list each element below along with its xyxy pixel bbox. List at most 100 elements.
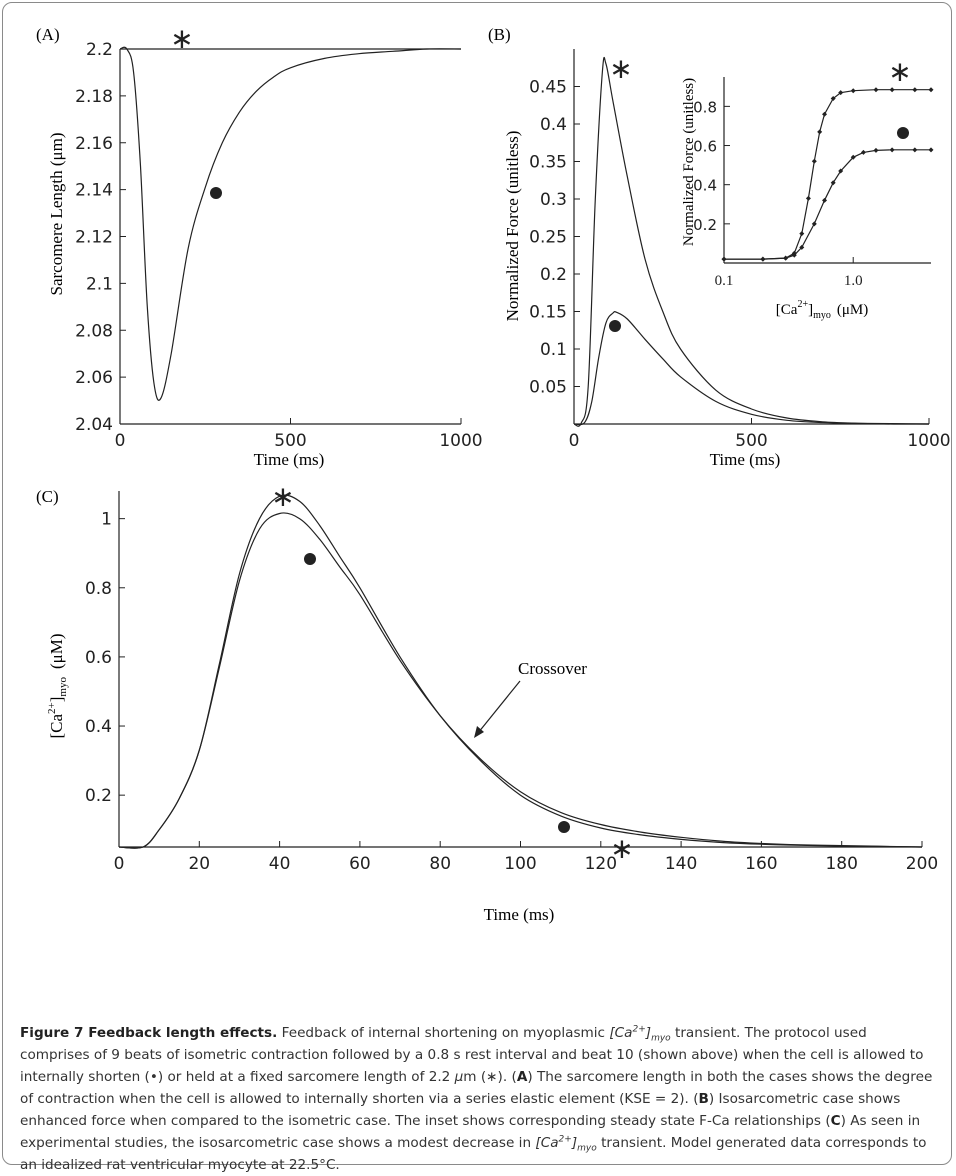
panel-b-label: (B) [488, 25, 511, 44]
panel-c-xlabel: Time (ms) [484, 905, 555, 924]
panel-b-inset-series-0-point-12 [873, 87, 879, 93]
panel-b-ytick-label-5: 0.3 [540, 190, 567, 210]
panel-c-xtick-label-2: 40 [269, 854, 291, 874]
panel-b-inset-xtick-label-1: 1.0 [844, 273, 863, 289]
panel-b-inset-series-1-point-5 [811, 221, 817, 227]
panel-a-xlabel: Time (ms) [254, 450, 325, 469]
panel-b-inset-series-1-line [724, 149, 931, 260]
panel-b-inset-series-1-point-9 [850, 154, 856, 160]
panel-b-xtick-label-1: 500 [735, 431, 767, 451]
panel-c-ylabel: [Ca2+]myo(μM) [46, 633, 69, 738]
panel-c-xtick-label-5: 100 [504, 854, 536, 874]
panel-b-inset-series-0-point-5 [805, 195, 811, 201]
panel-c-ytick-label-2: 0.6 [85, 648, 112, 668]
panel-b-ytick-label-6: 0.35 [529, 153, 567, 173]
panel-c-xtick-label-4: 80 [429, 854, 451, 874]
panel-a-ylabel: Sarcomere Length (μm) [47, 133, 66, 296]
figure-plots: (A) (B) (C) Sarcomere Length (μm) Time (… [36, 22, 951, 924]
panel-b-ytick-label-1: 0.1 [540, 340, 567, 360]
panel-c-xtick-label-7: 140 [665, 854, 697, 874]
panel-b-inset-series-1-point-13 [912, 147, 918, 153]
panel-b-asterisk-marker: ∗ [609, 52, 632, 85]
panel-b-inset-series-1-point-4 [799, 244, 805, 250]
panel-a-ytick-label-5: 2.14 [75, 181, 113, 201]
panel-b-inset-series-1-point-12 [889, 147, 895, 153]
panel-b-inset-xtick-label-0: 0.1 [715, 273, 734, 289]
figure-caption: Figure 7 Feedback length effects. Feedba… [20, 1024, 933, 1173]
crossover-arrow-head [474, 726, 484, 738]
panel-a-xtick-label-2: 1000 [439, 431, 482, 451]
inset-xlabel: [Ca2+]myo (μM) [776, 299, 868, 321]
panel-b-inset-series-1-point-11 [873, 147, 879, 153]
panel-b-inset-series-0-point-6 [811, 158, 817, 164]
panel-c-series-1-line [118, 512, 923, 849]
panel-b-inset-series-1-point-6 [822, 197, 828, 203]
panel-b-ytick-label-3: 0.2 [540, 265, 567, 285]
panel-b-ylabel: Normalized Force (unitless) [503, 131, 522, 322]
panel-b-inset-series-0-point-14 [912, 87, 918, 93]
panel-b-inset-series-0-point-11 [850, 88, 856, 94]
panel-c-xtick-label-0: 0 [114, 854, 125, 874]
panel-b-xtick-label-2: 1000 [907, 431, 950, 451]
panel-b-inset-ytick-label-3: 0.8 [693, 98, 717, 116]
panel-a-ytick-label-7: 2.18 [75, 87, 113, 107]
panel-b-inset-series-0-point-15 [928, 87, 934, 93]
panel-c-ytick-label-0: 0.2 [85, 786, 112, 806]
panel-a-ytick-label-2: 2.08 [75, 321, 113, 341]
panel-b-series-1-line [573, 311, 930, 426]
panel-b-inset-series-1-point-10 [860, 149, 866, 155]
panel-b-inset-series-1-point-14 [928, 147, 934, 153]
panel-b-series-0-line [573, 56, 930, 427]
panel-b-inset-series-0-point-9 [830, 96, 836, 102]
panel-b-inset-series-1-point-3 [791, 252, 797, 258]
panel-b-inset-ytick-label-1: 0.4 [693, 177, 717, 195]
panel-c-xtick-label-3: 60 [349, 854, 371, 874]
panel-a-ytick-label-3: 2.1 [86, 274, 113, 294]
panel-b-xlabel: Time (ms) [710, 450, 781, 469]
caption-title: Figure 7 Feedback length effects. [20, 1025, 278, 1041]
ca-myo-symbol-1: [Ca2+]myo [609, 1024, 671, 1044]
panel-a-series-1-line [119, 46, 462, 401]
panel-a-dot-marker [210, 187, 222, 199]
panel-b-inset-series-0-point-13 [889, 87, 895, 93]
crossover-label: Crossover [518, 659, 587, 678]
inset-ylabel: Normalized Force (unitless) [681, 78, 697, 246]
panel-a-label: (A) [36, 25, 60, 44]
panel-b-inset-asterisk-marker: ∗ [888, 55, 911, 88]
panel-b-inset-series-1-point-2 [783, 255, 789, 261]
panel-b-inset-dot-marker [897, 127, 909, 139]
panel-b-ytick-label-8: 0.45 [529, 78, 567, 98]
panel-b-inset-series-0-point-7 [817, 129, 823, 135]
panel-b-inset-ytick-label-0: 0.2 [693, 216, 717, 234]
panel-c-ytick-label-3: 0.8 [85, 579, 112, 599]
panel-b-inset-series-0-line [724, 89, 931, 260]
panel-a-xtick-label-1: 500 [274, 431, 306, 451]
panel-a-xtick-label-0: 0 [115, 431, 126, 451]
panel-c-ytick-label-4: 1 [101, 510, 112, 530]
panel-a-ytick-label-0: 2.04 [75, 415, 113, 435]
panel-c-xtick-label-1: 20 [188, 854, 210, 874]
panel-c-dot-marker-tail [558, 821, 570, 833]
panel-b-ytick-label-2: 0.15 [529, 303, 567, 323]
panel-a-ytick-label-8: 2.2 [86, 40, 113, 60]
panel-b-inset-series-1-point-0 [721, 256, 727, 262]
panel-c-xtick-label-8: 160 [745, 854, 777, 874]
panel-a-ytick-label-6: 2.16 [75, 134, 113, 154]
panel-b-xtick-label-0: 0 [569, 431, 580, 451]
panel-b-inset-series-1-point-7 [830, 180, 836, 186]
panel-c-ytick-label-1: 0.4 [85, 717, 112, 737]
panel-b-ytick-label-0: 0.05 [529, 378, 567, 398]
panel-b-inset-series-0-point-4 [799, 231, 805, 237]
panel-b-dot-marker [609, 320, 621, 332]
panel-b-ytick-label-7: 0.4 [540, 115, 567, 135]
panel-a-asterisk-marker: ∗ [170, 22, 193, 55]
panel-c-xtick-label-10: 200 [906, 854, 938, 874]
panel-c-label: (C) [36, 487, 59, 506]
panel-a-ytick-label-4: 2.12 [75, 228, 113, 248]
panel-b-inset-series-1-point-8 [838, 168, 844, 174]
panel-c-xtick-label-6: 120 [585, 854, 617, 874]
panel-b-inset-series-1-point-1 [760, 256, 766, 262]
panel-b-inset-series-0-point-10 [838, 90, 844, 96]
crossover-arrow-line [477, 680, 521, 734]
